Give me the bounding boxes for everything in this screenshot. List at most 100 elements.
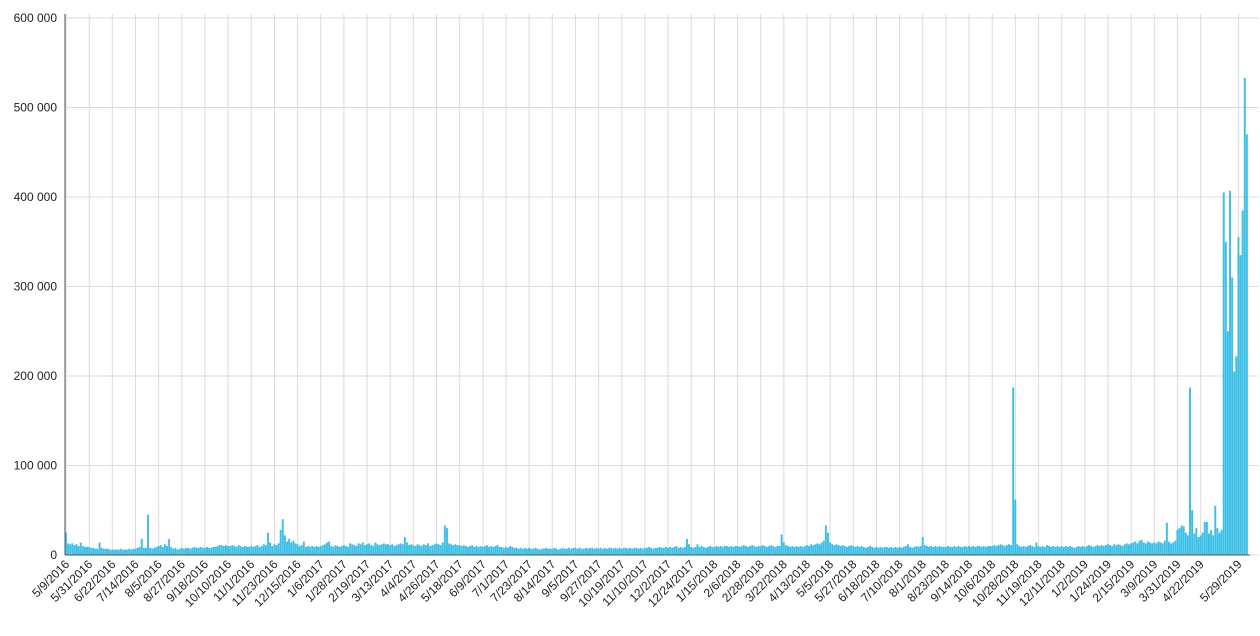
bar — [1058, 546, 1061, 555]
bar — [437, 544, 440, 555]
bar — [323, 544, 326, 555]
bar — [111, 549, 114, 555]
bar — [944, 546, 947, 555]
bar — [75, 544, 78, 555]
bar — [892, 547, 895, 555]
bar — [294, 543, 297, 555]
bar — [67, 543, 70, 555]
bar — [959, 546, 962, 555]
bar — [940, 546, 943, 555]
bar — [648, 546, 651, 555]
bar — [919, 546, 922, 555]
bar — [839, 546, 842, 555]
bar — [989, 546, 992, 555]
bar — [351, 544, 354, 555]
bar — [673, 546, 676, 555]
bar — [707, 546, 709, 555]
y-tick-label: 0 — [50, 548, 57, 562]
bar — [643, 547, 646, 555]
bar — [923, 545, 926, 555]
bar — [725, 546, 728, 555]
bar — [123, 549, 126, 555]
bar — [553, 547, 556, 555]
bar — [1191, 510, 1194, 555]
bar — [176, 549, 179, 555]
bar — [631, 548, 634, 555]
bar — [812, 545, 815, 555]
bar — [1229, 190, 1231, 556]
bar — [898, 546, 901, 555]
bar — [338, 546, 341, 555]
bar — [473, 546, 476, 555]
bar — [827, 532, 829, 555]
bar — [479, 546, 482, 555]
bar — [507, 547, 509, 555]
bar — [1186, 535, 1189, 555]
bar — [784, 545, 787, 555]
bar — [738, 546, 741, 555]
bar — [231, 545, 234, 555]
bar — [500, 546, 503, 555]
bar — [1090, 546, 1093, 555]
y-tick-label: 100 000 — [14, 459, 58, 473]
bar — [113, 549, 116, 555]
bar — [161, 546, 164, 555]
bar — [134, 548, 137, 555]
bar — [216, 546, 219, 555]
bar — [616, 548, 619, 555]
bar — [1174, 540, 1177, 555]
bar — [485, 545, 488, 555]
bar — [1081, 546, 1084, 555]
bar — [515, 547, 518, 555]
bar — [1033, 546, 1036, 555]
bar — [896, 547, 899, 555]
bar — [277, 543, 280, 555]
bar — [441, 542, 444, 555]
bar — [340, 546, 343, 555]
bar — [155, 546, 158, 555]
bar — [275, 545, 278, 555]
bar — [848, 546, 850, 555]
bar — [494, 546, 497, 555]
bar — [805, 545, 808, 555]
bar — [995, 546, 998, 555]
bar — [1048, 546, 1050, 555]
bar — [475, 546, 478, 555]
bar — [435, 543, 438, 555]
bar — [288, 538, 291, 555]
bar — [142, 547, 145, 555]
bar — [534, 547, 537, 555]
bar — [915, 546, 918, 555]
bar — [168, 538, 171, 555]
bar — [344, 546, 347, 555]
bar — [403, 537, 406, 555]
bar — [239, 546, 242, 555]
bar — [622, 547, 625, 555]
bar — [94, 548, 97, 555]
bar — [481, 546, 484, 555]
bar — [683, 546, 686, 555]
bar — [397, 544, 400, 555]
bar — [1149, 542, 1152, 555]
bar — [1037, 546, 1040, 555]
bar — [547, 548, 549, 555]
bar — [130, 549, 133, 555]
bar — [599, 547, 602, 555]
bar — [925, 546, 928, 555]
bar — [953, 546, 956, 555]
bar — [138, 546, 141, 555]
bar — [993, 545, 996, 555]
bar — [936, 546, 939, 555]
bar — [879, 546, 882, 555]
bar — [1106, 544, 1109, 555]
bar — [431, 545, 434, 555]
bar — [563, 548, 566, 555]
y-tick-label: 300 000 — [14, 280, 58, 294]
bar — [864, 547, 867, 555]
bar — [860, 546, 863, 555]
bar — [635, 547, 638, 555]
bar — [115, 549, 118, 555]
y-tick-label: 500 000 — [14, 101, 58, 115]
bar — [584, 547, 587, 555]
bar — [269, 542, 272, 555]
